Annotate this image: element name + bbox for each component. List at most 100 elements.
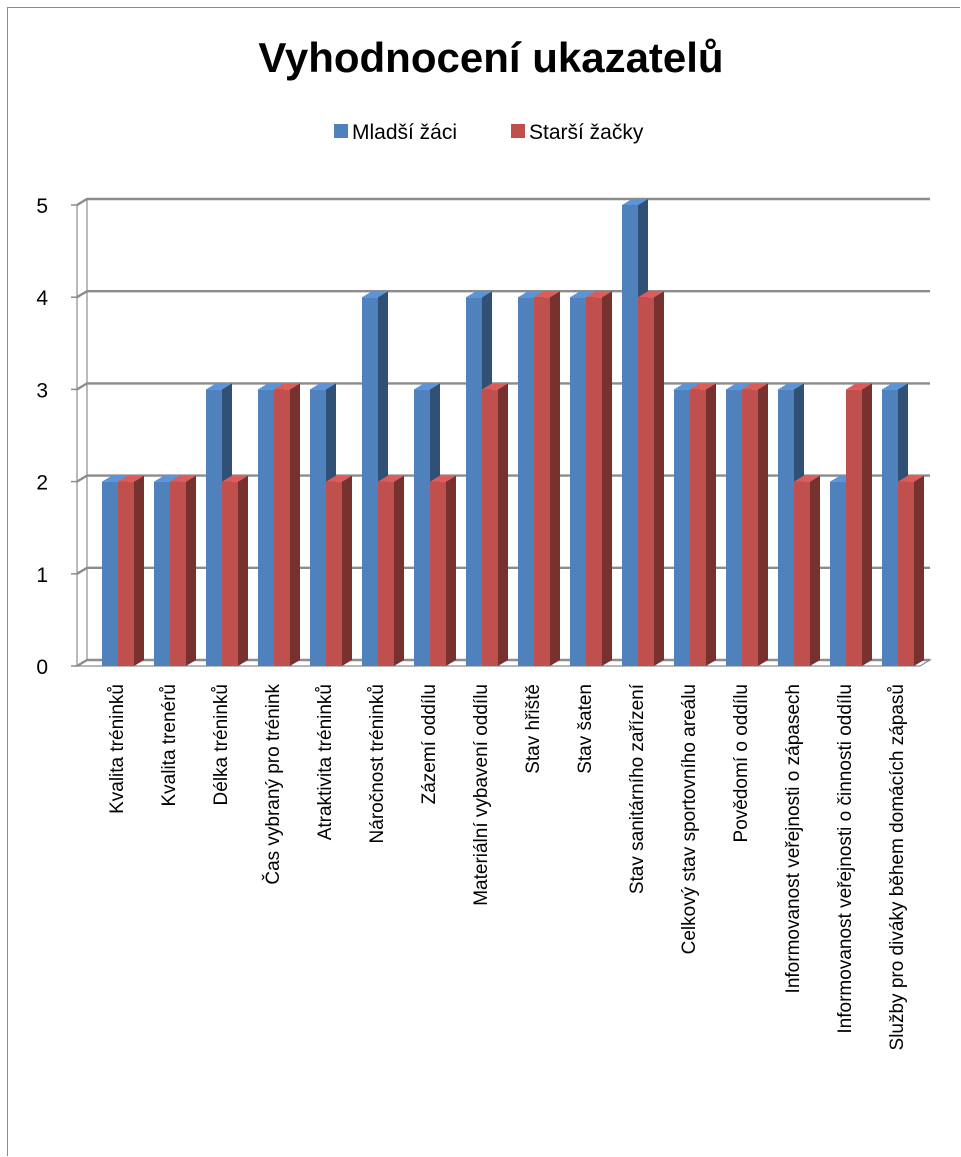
bar-series-2	[690, 383, 716, 666]
bar-top	[638, 291, 664, 298]
bar-side	[394, 475, 404, 666]
bar-side	[758, 383, 768, 666]
bar-side	[654, 291, 664, 666]
x-category-label: Celkový stav sportovního areálu	[679, 684, 700, 954]
bar-front	[830, 481, 846, 666]
legend-swatch	[334, 124, 348, 138]
bar-side	[186, 475, 196, 666]
legend-label: Starší žačky	[529, 121, 644, 144]
y-tick-label: 4	[36, 287, 48, 310]
chart-frame	[7, 7, 960, 1156]
bar-front	[118, 481, 134, 666]
y-tick-label: 0	[36, 656, 48, 679]
bar-top	[414, 383, 440, 390]
bar-top	[154, 475, 180, 482]
bar-top	[690, 383, 716, 390]
x-category-label: Délka tréninků	[211, 684, 232, 805]
bar-top	[674, 383, 700, 390]
bar-front	[846, 389, 862, 666]
x-category-label: Povědomí o oddílu	[731, 684, 752, 842]
x-category-label: Kvalita trenérů	[159, 684, 180, 807]
x-category-label: Stav hřiště	[523, 684, 544, 774]
bar-top	[118, 475, 144, 482]
legend-swatch	[511, 124, 525, 138]
bar-top	[726, 383, 752, 390]
bar-side	[602, 291, 612, 666]
bar-top	[742, 383, 768, 390]
bar-front	[778, 389, 794, 666]
bar-series-2	[430, 475, 456, 666]
bar-front	[882, 389, 898, 666]
bar-top	[466, 291, 492, 298]
bar-top	[222, 475, 248, 482]
bar-front	[274, 389, 290, 666]
bar-side	[446, 475, 456, 666]
bar-top	[898, 475, 924, 482]
x-category-label: Materiální vybavení oddílu	[471, 684, 492, 906]
gridline	[76, 197, 930, 207]
y-tick-label: 5	[36, 195, 48, 218]
bar-front	[690, 389, 706, 666]
bar-series-2	[794, 475, 820, 666]
bar-front	[466, 297, 482, 666]
bar-top	[206, 383, 232, 390]
bar-top	[102, 475, 128, 482]
bar-series-2	[638, 291, 664, 666]
bar-side	[342, 475, 352, 666]
bar-front	[362, 297, 378, 666]
bar-front	[310, 389, 326, 666]
bar-top	[362, 291, 388, 298]
x-category-label: Atraktivita tréninků	[315, 684, 336, 840]
bar-side	[134, 475, 144, 666]
bar-top	[846, 383, 872, 390]
bar-front	[726, 389, 742, 666]
bar-series-2	[898, 475, 924, 666]
bar-front	[898, 481, 914, 666]
bar-series-2	[482, 383, 508, 666]
y-tick-label: 1	[36, 564, 48, 587]
bar-top	[482, 383, 508, 390]
bar-top	[258, 383, 284, 390]
y-axis-ticks: 0 1 2 3 4 5	[36, 195, 48, 679]
x-axis-categories: Kvalita tréninků Kvalita trenérů Délka tré…	[107, 683, 908, 1050]
bar-top	[586, 291, 612, 298]
legend-item: Mladší žáci	[334, 121, 457, 144]
side-wall	[76, 197, 88, 668]
bar-top	[310, 383, 336, 390]
x-category-label: Čas vybraný pro trénink	[262, 684, 284, 885]
gridline	[76, 290, 930, 299]
bar-top	[170, 475, 196, 482]
bar-side	[498, 383, 508, 666]
bar-front	[534, 297, 550, 666]
bar-top	[534, 291, 560, 298]
bar-front	[430, 481, 446, 666]
bar-front	[326, 481, 342, 666]
bar-front	[622, 205, 638, 666]
x-category-label: Informovanost veřejnosti o činnosti oddí…	[835, 684, 856, 1034]
x-category-label: Služby pro diváky během domácích zápasů	[887, 684, 908, 1050]
bar-front	[586, 297, 602, 666]
bar-series-2	[378, 475, 404, 666]
bar-series-2	[742, 383, 768, 666]
bar-side	[238, 475, 248, 666]
bar-side	[550, 291, 560, 666]
bar-front	[674, 389, 690, 666]
bar-side	[914, 475, 924, 666]
bar-series-2	[274, 383, 300, 666]
x-category-label: Informovanost veřejnosti o zápasech	[783, 684, 804, 993]
x-category-label: Náročnost tréninků	[367, 684, 388, 843]
bar-series-2	[326, 475, 352, 666]
bar-top	[430, 475, 456, 482]
bar-top	[778, 383, 804, 390]
bar-series-2	[170, 475, 196, 666]
bar-series-2	[222, 475, 248, 666]
bar-side	[290, 383, 300, 666]
bar-top	[622, 199, 648, 205]
x-category-label: Zázemí oddílu	[419, 684, 440, 804]
bar-front	[154, 481, 170, 666]
bar-front	[102, 481, 118, 666]
legend-label: Mladší žáci	[352, 121, 457, 144]
y-tick-label: 3	[36, 379, 48, 402]
x-category-label: Kvalita tréninků	[107, 684, 128, 814]
bar-front	[482, 389, 498, 666]
